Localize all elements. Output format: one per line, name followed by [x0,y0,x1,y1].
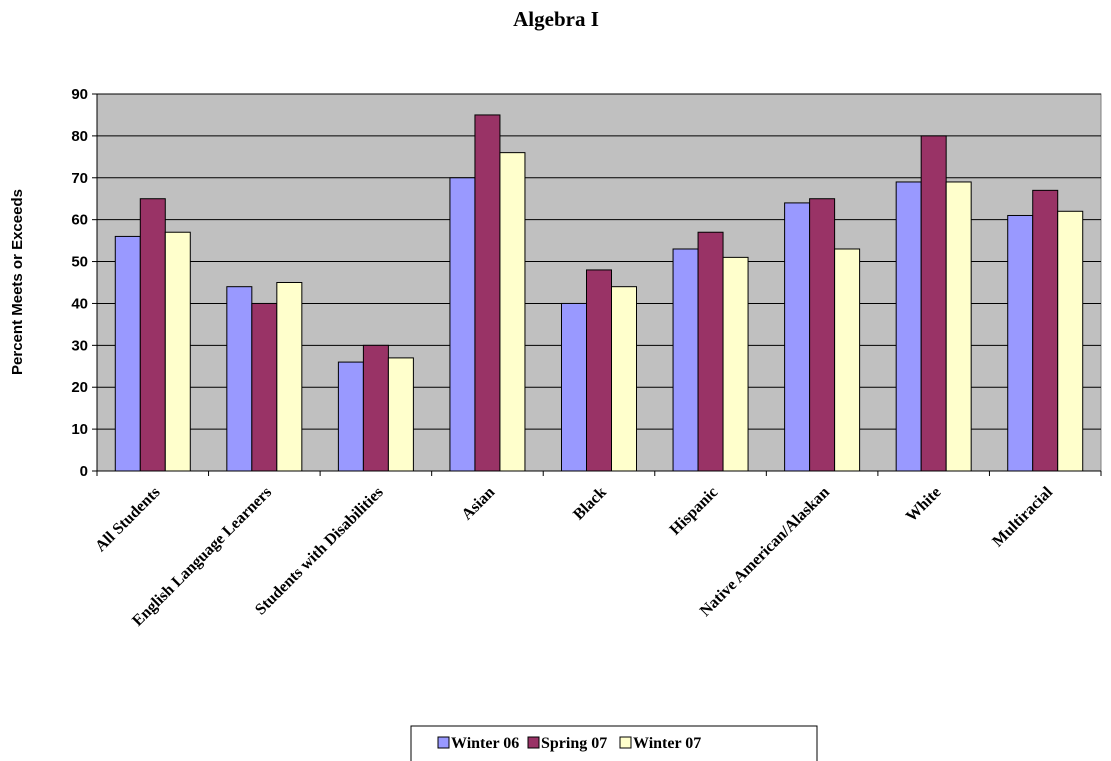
bar-winter-06 [226,286,253,472]
bar-winter-06 [337,361,364,472]
x-category-label: Asian [459,484,499,524]
legend-swatch [437,736,450,749]
bar-winter-06 [784,202,811,472]
y-tick-label: 40 [71,295,88,312]
x-category-label: Multiracial [989,483,1056,550]
y-tick-label: 80 [71,128,88,145]
bar-winter-06 [561,302,587,472]
x-category-label: Students with Disabilities [252,484,387,619]
y-tick-label: 60 [71,212,88,229]
bar-spring-07 [251,302,278,472]
bar-winter-07 [945,181,972,472]
bar-winter-07 [834,248,861,472]
chart-title: Algebra I [513,7,599,31]
bar-spring-07 [697,231,724,472]
y-tick-label: 90 [71,86,88,103]
legend: Winter 06 Spring 07 Winter 07 [410,725,818,761]
legend-swatch [527,736,540,749]
bar-spring-07 [809,198,836,472]
y-tick-label: 20 [71,379,88,396]
x-category-label: Black [570,484,610,524]
x-category-label: Native American/Alaskan [697,484,833,620]
bar-winter-06 [895,181,922,472]
bar-winter-06 [1007,214,1034,472]
bar-spring-07 [139,198,166,472]
bar-winter-07 [499,152,526,472]
x-category-label: All Students [92,484,163,555]
y-tick-label: 30 [71,337,88,354]
y-tick-label: 10 [71,421,88,438]
bar-winter-06 [449,177,476,472]
y-tick-label: 50 [71,254,88,271]
x-category-label: Hispanic [667,484,722,539]
bar-winter-06 [672,248,699,472]
bar-winter-07 [387,357,414,472]
y-tick-label: 0 [80,463,88,480]
bar-spring-07 [920,135,947,472]
y-axis-label: Percent Meets or Exceeds [9,189,26,375]
bar-winter-07 [164,231,191,472]
legend-label: Winter 07 [633,735,701,752]
bar-spring-07 [362,344,389,472]
legend-label: Spring 07 [541,735,607,752]
bar-spring-07 [586,269,612,472]
legend-label: Winter 06 [451,735,519,752]
bar-winter-06 [114,235,141,472]
bar-winter-07 [722,256,749,472]
bar-spring-07 [474,114,501,472]
bar-winter-07 [276,282,303,472]
legend-swatch [619,736,632,749]
bar-winter-07 [611,286,637,472]
y-tick-label: 70 [71,170,88,187]
legend-box [410,725,818,761]
bar-winter-07 [1057,210,1084,472]
bar-spring-07 [1032,189,1059,472]
x-category-label: White [903,484,945,526]
